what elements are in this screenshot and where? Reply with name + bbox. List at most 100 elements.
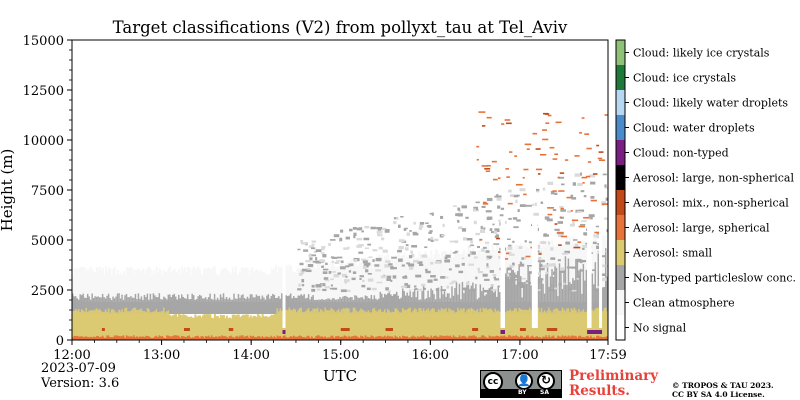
particle-speckle	[440, 276, 446, 279]
aerosol-large-spherical-column	[415, 337, 418, 340]
aerosol-small-column	[89, 310, 93, 337]
aerosol-small-column	[72, 311, 75, 337]
aerosol-small-column	[479, 308, 482, 337]
non-typed-column	[475, 283, 478, 314]
particle-speckle	[322, 288, 327, 292]
non-typed-column	[522, 282, 525, 314]
aerosol-fleck	[577, 241, 582, 243]
aerosol-large-spherical-column	[575, 336, 578, 340]
aerosol-small-column	[454, 312, 457, 337]
aerosol-small-column	[451, 310, 454, 337]
non-typed-column	[140, 296, 143, 314]
aerosol-large-spherical-column	[122, 335, 125, 340]
aerosol-large-spherical-column	[180, 335, 184, 340]
particle-speckle	[425, 270, 431, 274]
non-typed-column	[155, 297, 158, 314]
aerosol-small-column	[406, 309, 409, 337]
particle-speckle	[480, 225, 483, 230]
aerosol-large-spherical-column	[157, 337, 160, 340]
aerosol-small-column	[594, 308, 597, 337]
particle-speckle	[589, 216, 593, 220]
aerosol-small-column	[525, 309, 528, 337]
aerosol-large-spherical-column	[324, 336, 327, 340]
clean-atmosphere-column	[230, 274, 233, 302]
aerosol-large-spherical-column	[419, 336, 422, 340]
aerosol-small-column	[606, 311, 608, 337]
aerosol-small-column	[161, 311, 164, 337]
aerosol-small-column	[360, 308, 363, 337]
particle-speckle	[378, 246, 383, 250]
aerosol-small-column	[527, 310, 530, 337]
clean-atmosphere-column	[74, 268, 78, 302]
aerosol-large-spherical-column	[321, 336, 324, 340]
aerosol-large-spherical-column	[375, 336, 378, 340]
aerosol-large-spherical-column	[551, 336, 554, 340]
particle-speckle	[533, 212, 540, 216]
particle-speckle	[345, 289, 351, 293]
clean-atmosphere-column	[312, 262, 315, 302]
cc-badge-bar: BY SA	[481, 389, 561, 397]
non-typed-column	[330, 299, 333, 314]
aerosol-large-spherical-column	[183, 336, 187, 340]
aerosol-small-column	[254, 316, 257, 337]
clean-atmosphere-column	[246, 267, 249, 302]
aerosol-small-column	[110, 309, 113, 337]
particle-speckle	[400, 285, 407, 288]
aerosol-small-column	[370, 312, 373, 337]
particle-speckle	[529, 241, 533, 244]
particle-speckle	[536, 245, 541, 249]
non-typed-column	[410, 297, 414, 314]
particle-speckle	[392, 275, 397, 279]
aerosol-large-spherical-column	[137, 337, 140, 340]
clean-atmosphere-column	[249, 270, 252, 302]
clean-atmosphere-column	[333, 266, 336, 302]
aerosol-large-spherical-column	[237, 336, 240, 340]
aerosol-large-spherical-column	[248, 337, 251, 340]
aerosol-large-spherical-column	[166, 335, 169, 340]
aerosol-small-column	[173, 314, 176, 337]
particle-speckle	[574, 243, 579, 247]
legend-swatch	[616, 165, 625, 190]
particle-speckle	[560, 216, 564, 219]
clean-atmosphere-column	[419, 254, 422, 302]
aerosol-large-spherical-column	[372, 335, 375, 340]
particle-speckle	[559, 205, 564, 209]
clean-atmosphere-column	[570, 245, 573, 302]
clean-atmosphere-column	[179, 273, 182, 302]
clean-atmosphere-column	[204, 269, 207, 302]
clean-atmosphere-column	[460, 253, 463, 302]
particle-speckle	[358, 251, 364, 254]
particle-speckle	[513, 194, 519, 198]
aerosol-small-column	[348, 308, 351, 337]
particle-speckle	[405, 244, 409, 247]
clean-atmosphere-column	[273, 268, 276, 302]
clean-atmosphere-column	[433, 254, 436, 302]
aerosol-small-column	[137, 310, 140, 337]
non-typed-column	[158, 293, 161, 314]
aerosol-small-column	[246, 314, 249, 337]
particle-speckle	[496, 197, 502, 201]
clean-atmosphere-column	[134, 269, 137, 302]
particle-speckle	[493, 276, 496, 279]
aerosol-large-spherical-column	[578, 335, 581, 340]
aerosol-small-column	[557, 309, 560, 337]
particle-speckle	[602, 173, 607, 176]
clean-atmosphere-column	[524, 244, 527, 302]
aerosol-large-spherical-column	[295, 336, 299, 340]
aerosol-small-column	[455, 312, 458, 337]
particle-speckle	[500, 207, 505, 210]
aerosol-small-column	[552, 309, 555, 337]
clean-atmosphere-column	[295, 269, 299, 302]
aerosol-large-spherical-column	[475, 336, 478, 340]
mixed-aerosol-lens	[101, 328, 105, 331]
particle-speckle	[481, 205, 486, 209]
aerosol-fleck	[552, 158, 558, 160]
non-typed-column	[370, 294, 373, 314]
aerosol-large-spherical-column	[581, 337, 584, 340]
non-typed-column	[197, 296, 200, 314]
clean-atmosphere-column	[294, 271, 297, 302]
aerosol-small-column	[558, 310, 561, 337]
aerosol-small-column	[230, 318, 233, 337]
aerosol-small-column	[288, 307, 291, 337]
particle-speckle	[548, 241, 551, 245]
